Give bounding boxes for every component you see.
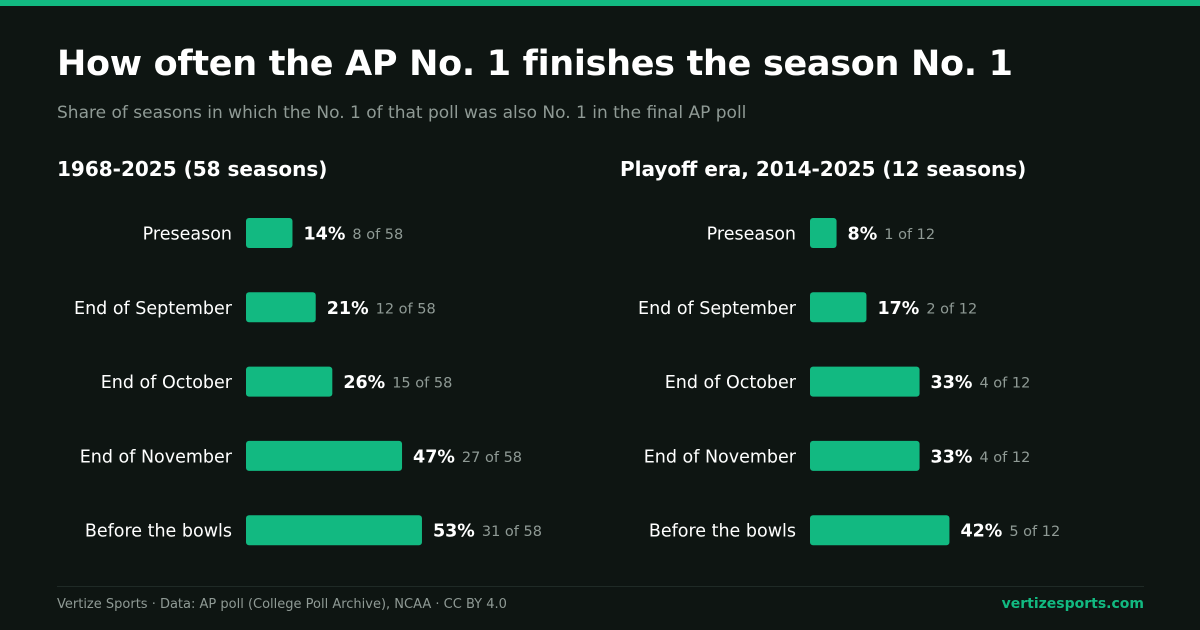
category-label: End of September (638, 299, 797, 319)
bar-row: End of November 33% 4 of 12 (644, 440, 1030, 471)
page-subtitle: Share of seasons in which the No. 1 of t… (57, 103, 747, 123)
accent-top-bar (0, 0, 1200, 6)
value-label: 42% (960, 522, 1002, 542)
category-label: End of October (665, 373, 797, 393)
value-label: 47% (413, 447, 455, 467)
chart-title: 1968-2025 (58 seasons) (57, 157, 327, 181)
footer-source: Vertize Sports · Data: AP poll (College … (57, 597, 507, 612)
page-title: How often the AP No. 1 finishes the seas… (57, 44, 1013, 84)
bar-row: Preseason 8% 1 of 12 (707, 218, 935, 248)
bar (246, 218, 293, 248)
bar-row: End of September 21% 12 of 58 (74, 292, 436, 323)
category-label: End of October (101, 373, 233, 393)
bar (246, 440, 403, 471)
chart-panel-1: 1968-2025 (58 seasons) Preseason 14% 8 of 5… (57, 157, 542, 546)
category-label: Preseason (143, 225, 232, 245)
count-label: 15 of 58 (392, 376, 452, 392)
category-label: Preseason (707, 225, 796, 245)
count-label: 2 of 12 (926, 301, 977, 317)
count-label: 4 of 12 (979, 450, 1030, 466)
bar (246, 292, 316, 323)
bar-row: Preseason 14% 8 of 58 (143, 218, 403, 248)
value-label: 21% (327, 299, 369, 319)
footer-divider (57, 586, 1144, 587)
category-label: Before the bowls (649, 522, 796, 542)
count-label: 1 of 12 (884, 227, 935, 243)
bar-row: End of September 17% 2 of 12 (638, 292, 977, 323)
bar (810, 515, 950, 546)
bar-row: Before the bowls 53% 31 of 58 (85, 515, 542, 546)
value-label: 33% (931, 373, 973, 393)
value-label: 8% (848, 225, 878, 245)
value-label: 53% (433, 522, 475, 542)
bar-row: End of November 47% 27 of 58 (80, 440, 522, 471)
chart-panel-2: Playoff era, 2014-2025 (12 seasons) Prese… (620, 157, 1060, 546)
bar (810, 218, 837, 248)
value-label: 33% (931, 447, 973, 467)
bar (810, 366, 920, 397)
value-label: 14% (303, 225, 345, 245)
count-label: 5 of 12 (1009, 524, 1060, 540)
count-label: 8 of 58 (352, 227, 403, 243)
category-label: Before the bowls (85, 522, 232, 542)
count-label: 27 of 58 (462, 450, 522, 466)
bar (246, 515, 422, 546)
value-label: 26% (343, 373, 385, 393)
count-label: 12 of 58 (376, 301, 436, 317)
count-label: 31 of 58 (482, 524, 542, 540)
value-label: 17% (877, 299, 919, 319)
chart-title: Playoff era, 2014-2025 (12 seasons) (620, 157, 1026, 181)
bar (810, 292, 867, 323)
count-label: 4 of 12 (979, 376, 1030, 392)
bar (246, 366, 333, 397)
charts-area: 1968-2025 (58 seasons) Preseason 14% 8 of 5… (57, 157, 1060, 546)
bar-row: End of October 26% 15 of 58 (101, 366, 452, 397)
bar-row: Before the bowls 42% 5 of 12 (649, 515, 1060, 546)
category-label: End of November (644, 447, 797, 467)
category-label: End of November (80, 447, 233, 467)
bar (810, 440, 920, 471)
bar-row: End of October 33% 4 of 12 (665, 366, 1030, 397)
category-label: End of September (74, 299, 233, 319)
footer-site-link[interactable]: vertizesports.com (1001, 596, 1144, 612)
